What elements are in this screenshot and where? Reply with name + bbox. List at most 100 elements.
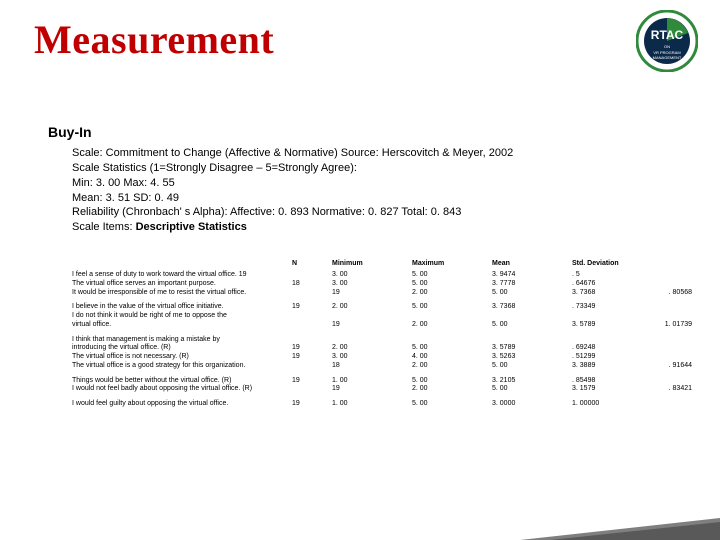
table-row: The virtual office serves an important p… [72, 280, 692, 289]
desc-line: Scale: Commitment to Change (Affective &… [72, 146, 672, 161]
cell-n [292, 271, 332, 280]
cell-max: 5. 00 [412, 344, 492, 353]
desc-line: Scale Items: Descriptive Statistics [72, 220, 672, 235]
cell-n: 19 [292, 303, 332, 312]
cell-n: 19 [292, 344, 332, 353]
cell-n [292, 289, 332, 298]
desc-line: Min: 3. 00 Max: 4. 55 [72, 176, 672, 191]
cell-max: 2. 00 [412, 321, 492, 330]
cell-extra [642, 280, 692, 289]
cell-min [332, 312, 412, 321]
cell-min: 3. 00 [332, 353, 412, 362]
cell-sd: 3. 3889 [572, 362, 642, 371]
cell-max: 4. 00 [412, 353, 492, 362]
row-label: Things would be better without the virtu… [72, 377, 292, 386]
cell-extra: . 80568 [642, 289, 692, 298]
table-header: N Minimum Maximum Mean Std. Deviation [72, 260, 692, 267]
desc-line: Reliability (Chronbach' s Alpha): Affect… [72, 205, 672, 220]
cell-mean [492, 312, 572, 321]
cell-mean: 3. 7778 [492, 280, 572, 289]
cell-max [412, 312, 492, 321]
cell-mean: 3. 2105 [492, 377, 572, 386]
cell-mean [492, 336, 572, 345]
cell-sd: . 73349 [572, 303, 642, 312]
cell-n [292, 321, 332, 330]
cell-n [292, 362, 332, 371]
row-label: The virtual office serves an important p… [72, 280, 292, 289]
table-row: I do not think it would be right of me t… [72, 312, 692, 321]
cell-mean: 5. 00 [492, 385, 572, 394]
row-label: It would be irresponsible of me to resis… [72, 289, 292, 298]
cell-extra [642, 353, 692, 362]
cell-min: 19 [332, 385, 412, 394]
svg-text:RTAC: RTAC [651, 28, 684, 42]
cell-mean: 3. 5789 [492, 344, 572, 353]
row-label: I would not feel badly about opposing th… [72, 385, 292, 394]
cell-mean: 3. 0000 [492, 400, 572, 409]
desc-line: Scale Statistics (1=Strongly Disagree – … [72, 161, 672, 176]
scale-description: Scale: Commitment to Change (Affective &… [72, 146, 672, 235]
table-row: virtual office.192. 005. 003. 57891. 017… [72, 321, 692, 330]
row-label: The virtual office is not necessary. (R) [72, 353, 292, 362]
cell-min: 1. 00 [332, 400, 412, 409]
cell-extra [642, 303, 692, 312]
cell-mean: 3. 5263 [492, 353, 572, 362]
table-row: I feel a sense of duty to work toward th… [72, 271, 692, 280]
cell-extra: . 83421 [642, 385, 692, 394]
svg-text:ON: ON [664, 44, 670, 49]
cell-n [292, 312, 332, 321]
row-label: I feel a sense of duty to work toward th… [72, 271, 292, 280]
cell-max [412, 336, 492, 345]
cell-mean: 5. 00 [492, 289, 572, 298]
cell-sd: 3. 1579 [572, 385, 642, 394]
cell-sd: . 5 [572, 271, 642, 280]
col-mean: Mean [492, 260, 572, 267]
table-row: The virtual office is not necessary. (R)… [72, 353, 692, 362]
cell-n: 19 [292, 353, 332, 362]
cell-sd [572, 312, 642, 321]
table-row: It would be irresponsible of me to resis… [72, 289, 692, 298]
col-min: Minimum [332, 260, 412, 267]
rtac-logo: RTAC ON VR PROGRAM MANAGEMENT [636, 10, 698, 72]
cell-min: 1. 00 [332, 377, 412, 386]
cell-sd: . 85498 [572, 377, 642, 386]
cell-min: 2. 00 [332, 344, 412, 353]
table-row: I would feel guilty about opposing the v… [72, 400, 692, 409]
cell-extra [642, 336, 692, 345]
cell-min: 19 [332, 321, 412, 330]
row-label: I do not think it would be right of me t… [72, 312, 292, 321]
desc-line: Mean: 3. 51 SD: 0. 49 [72, 191, 672, 206]
cell-min: 18 [332, 362, 412, 371]
row-label: introducing the virtual office. (R) [72, 344, 292, 353]
cell-mean: 3. 9474 [492, 271, 572, 280]
row-label: The virtual office is a good strategy fo… [72, 362, 292, 371]
row-label: I think that management is making a mist… [72, 336, 292, 345]
cell-sd: . 64676 [572, 280, 642, 289]
cell-n [292, 336, 332, 345]
table-row: I think that management is making a mist… [72, 336, 692, 345]
cell-sd: . 51299 [572, 353, 642, 362]
cell-max: 2. 00 [412, 385, 492, 394]
cell-mean: 3. 7368 [492, 303, 572, 312]
col-max: Maximum [412, 260, 492, 267]
cell-max: 2. 00 [412, 362, 492, 371]
cell-sd: 3. 7368 [572, 289, 642, 298]
table-row: The virtual office is a good strategy fo… [72, 362, 692, 371]
cell-max: 5. 00 [412, 280, 492, 289]
cell-extra: . 91644 [642, 362, 692, 371]
page-title: Measurement [34, 16, 274, 63]
row-label: I would feel guilty about opposing the v… [72, 400, 292, 409]
cell-extra [642, 344, 692, 353]
cell-min: 3. 00 [332, 280, 412, 289]
table-row: I believe in the value of the virtual of… [72, 303, 692, 312]
cell-max: 5. 00 [412, 400, 492, 409]
col-n: N [292, 260, 332, 267]
svg-text:MANAGEMENT: MANAGEMENT [653, 55, 682, 60]
table-row: introducing the virtual office. (R)192. … [72, 344, 692, 353]
row-label: I believe in the value of the virtual of… [72, 303, 292, 312]
cell-sd: 3. 5789 [572, 321, 642, 330]
cell-extra [642, 312, 692, 321]
cell-n [292, 385, 332, 394]
cell-min: 19 [332, 289, 412, 298]
stats-table: N Minimum Maximum Mean Std. Deviation I … [72, 260, 692, 409]
